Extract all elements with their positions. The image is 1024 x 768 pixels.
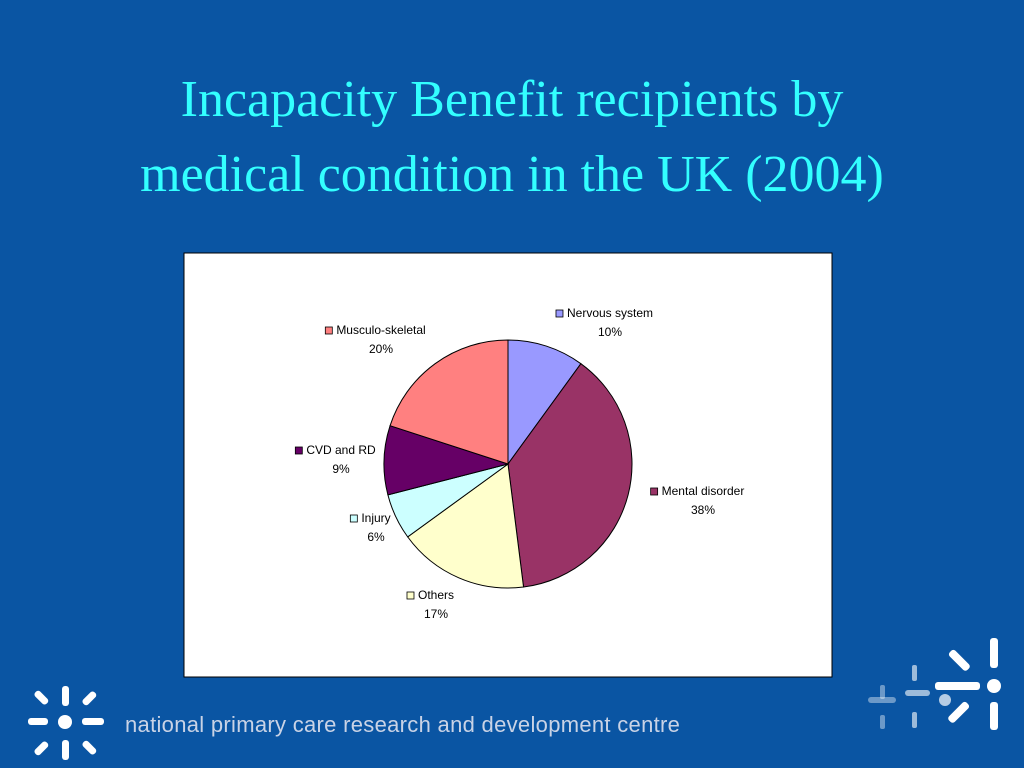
logo-left xyxy=(28,686,104,760)
legend-label: Nervous system xyxy=(567,306,653,320)
data-label: 9% xyxy=(332,462,350,476)
legend-key xyxy=(555,309,564,318)
pie-slice xyxy=(406,463,525,589)
data-label: 10% xyxy=(598,325,622,339)
title-line: Incapacity Benefit recipients by xyxy=(180,71,844,128)
legend-label: Musculo-skeletal xyxy=(336,323,425,337)
pie-slice xyxy=(507,339,582,466)
legend-label: Injury xyxy=(361,511,390,525)
pie-slice xyxy=(507,362,633,588)
data-label: 20% xyxy=(369,342,393,356)
data-label: 17% xyxy=(424,607,448,621)
pie-slice xyxy=(389,339,509,465)
logo-right xyxy=(868,638,1001,730)
legend-key xyxy=(349,514,358,523)
footer-text: national primary care research and devel… xyxy=(125,712,681,737)
legend-key xyxy=(650,487,659,496)
legend-label: CVD and RD xyxy=(306,443,376,457)
legend-key xyxy=(324,326,333,335)
legend-label: Mental disorder xyxy=(662,484,745,498)
data-label: 6% xyxy=(367,530,385,544)
legend-key xyxy=(406,591,415,600)
legend-key xyxy=(294,446,303,455)
data-label: 38% xyxy=(691,503,715,517)
legend-label: Others xyxy=(418,588,454,602)
title-line: medical condition in the UK (2004) xyxy=(140,146,884,203)
